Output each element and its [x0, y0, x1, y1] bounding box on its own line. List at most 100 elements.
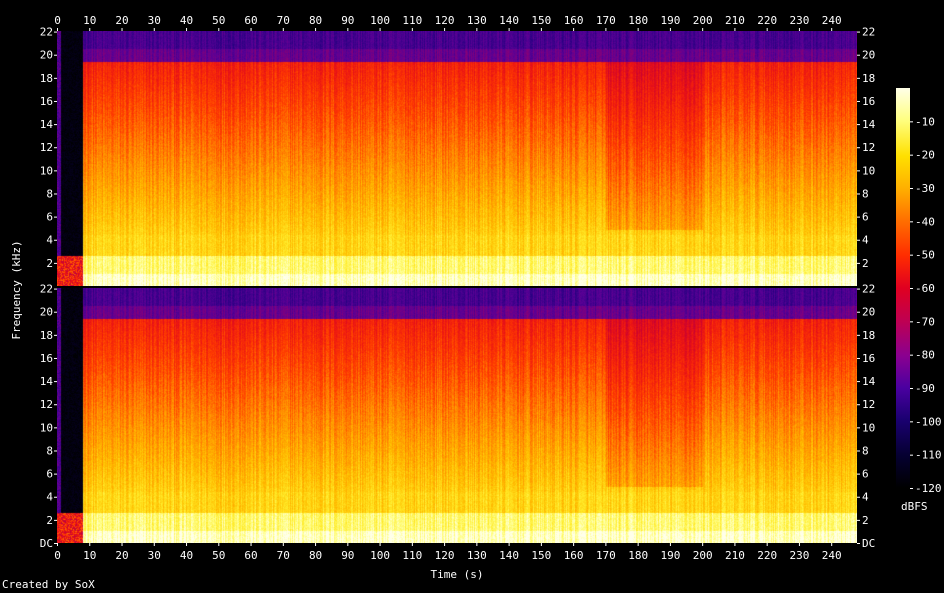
spectrogram-canvas-channel-1 — [57, 31, 857, 286]
x-tick-label-bottom: 130 — [467, 549, 487, 562]
colorbar-tick-label: -10 — [915, 115, 935, 128]
x-tick-label-top: 220 — [757, 14, 777, 27]
colorbar-tick-label: -120 — [915, 482, 942, 495]
x-tick-label-bottom: 200 — [693, 549, 713, 562]
x-tick-label-bottom: 240 — [822, 549, 842, 562]
x-tick-label-top: 200 — [693, 14, 713, 27]
x-tick-label-top: 100 — [370, 14, 390, 27]
y-tick-label-left: 10 — [40, 421, 53, 434]
colorbar-tick-label: -80 — [915, 349, 935, 362]
y-tick-label-left: 18 — [40, 329, 53, 342]
x-tick-label-bottom: 140 — [499, 549, 519, 562]
x-tick-label-top: 80 — [309, 14, 322, 27]
y-tick-label-right: 12 — [862, 398, 875, 411]
colorbar-tick-label: -40 — [915, 215, 935, 228]
x-tick-label-top: 120 — [435, 14, 455, 27]
y-tick-label-right: 10 — [862, 421, 875, 434]
x-axis-top: 0 10 20 30 40 50 60 70 80 90 100 110 120 130 140 150 160… — [54, 14, 842, 31]
x-tick-label-top: 160 — [564, 14, 584, 27]
y-tick-label-left: 12 — [40, 398, 53, 411]
colorbar-tick-label: -90 — [915, 382, 935, 395]
y-tick-label-right: 12 — [862, 141, 875, 154]
x-tick-label-bottom: 70 — [277, 549, 290, 562]
colorbar-axis: -10 -20 -30 -40 -50 -60 -70 -80 -90 -100 -110 -120 — [910, 115, 942, 495]
credit-text: Created by SoX — [2, 578, 95, 591]
y-axis-right: 2 4 6 8 10 12 14 16 18 20 22 DC 2 4 6 8 10 12 14 16 18 20 22 — [857, 26, 876, 550]
y-tick-label-left: 20 — [40, 49, 53, 62]
x-tick-label-top: 30 — [148, 14, 161, 27]
x-tick-label-bottom: 100 — [370, 549, 390, 562]
y-tick-label-right: 6 — [862, 468, 869, 481]
colorbar-unit-label: dBFS — [901, 500, 928, 513]
x-tick-label-top: 230 — [789, 14, 809, 27]
x-tick-label-bottom: 170 — [596, 549, 616, 562]
y-tick-label-right: 20 — [862, 306, 875, 319]
x-tick-label-top: 90 — [341, 14, 354, 27]
x-tick-label-top: 110 — [402, 14, 422, 27]
y-tick-label-right: 4 — [862, 234, 869, 247]
x-tick-label-bottom: 190 — [660, 549, 680, 562]
x-tick-label-bottom: 20 — [115, 549, 128, 562]
x-tick-label-bottom: 110 — [402, 549, 422, 562]
y-tick-label-left: 2 — [46, 514, 53, 527]
y-tick-label-left: 6 — [46, 468, 53, 481]
y-tick-label-right: 4 — [862, 491, 869, 504]
y-tick-label-right: 14 — [862, 375, 876, 388]
x-tick-label-top: 150 — [531, 14, 551, 27]
y-tick-label-left: 8 — [46, 187, 53, 200]
colorbar-tick-label: -70 — [915, 315, 935, 328]
y-tick-label-right: 2 — [862, 514, 869, 527]
x-axis-bottom: 0 10 20 30 40 50 60 70 80 90 100 110 120 130 140 150 160… — [54, 543, 842, 562]
y-tick-label-left: 6 — [46, 211, 53, 224]
y-tick-label-left: 4 — [46, 491, 53, 504]
x-tick-label-bottom: 0 — [54, 549, 61, 562]
x-tick-label-top: 60 — [244, 14, 257, 27]
x-tick-label-bottom: 150 — [531, 549, 551, 562]
x-tick-label-bottom: 160 — [564, 549, 584, 562]
x-tick-label-bottom: 10 — [83, 549, 96, 562]
y-tick-label-left: 2 — [46, 257, 53, 270]
y-tick-label-right: 18 — [862, 72, 875, 85]
x-tick-label-bottom: 180 — [628, 549, 648, 562]
x-tick-label-bottom: 60 — [244, 549, 257, 562]
y-tick-label-left: 8 — [46, 444, 53, 457]
y-tick-label-right: 18 — [862, 329, 875, 342]
y-tick-label-right: 16 — [862, 352, 875, 365]
x-tick-label-top: 130 — [467, 14, 487, 27]
y-tick-label-left: 16 — [40, 95, 53, 108]
x-tick-label-top: 140 — [499, 14, 519, 27]
x-tick-label-top: 10 — [83, 14, 96, 27]
y-tick-label-left: 22 — [40, 283, 53, 296]
y-tick-label-left: 14 — [40, 375, 54, 388]
x-tick-label-top: 40 — [180, 14, 193, 27]
y-tick-label-right: 22 — [862, 26, 875, 39]
y-tick-label-left: 12 — [40, 141, 53, 154]
colorbar — [896, 88, 910, 488]
y-tick-label-left: 18 — [40, 72, 53, 85]
y-tick-label-right: 16 — [862, 95, 875, 108]
y-tick-label-left: 10 — [40, 164, 53, 177]
colorbar-tick-label: -110 — [915, 449, 942, 462]
colorbar-tick-label: -20 — [915, 149, 935, 162]
x-tick-label-top: 70 — [277, 14, 290, 27]
y-tick-label-right: DC — [862, 537, 875, 550]
y-tick-label-left: 4 — [46, 234, 53, 247]
y-tick-label-left: 14 — [40, 118, 54, 131]
x-tick-label-bottom: 40 — [180, 549, 193, 562]
x-tick-label-bottom: 30 — [148, 549, 161, 562]
x-tick-label-top: 170 — [596, 14, 616, 27]
x-tick-label-bottom: 210 — [725, 549, 745, 562]
x-tick-label-top: 240 — [822, 14, 842, 27]
y-tick-label-right: 2 — [862, 257, 869, 270]
x-tick-label-bottom: 50 — [212, 549, 225, 562]
y-axis-left: 2 4 6 8 10 12 14 16 18 20 22 DC 2 4 6 8 10 12 14 16 18 20 22 — [40, 26, 57, 550]
x-tick-label-top: 0 — [54, 14, 61, 27]
x-tick-label-top: 210 — [725, 14, 745, 27]
x-tick-label-bottom: 220 — [757, 549, 777, 562]
x-tick-label-top: 190 — [660, 14, 680, 27]
y-tick-label-left: 20 — [40, 306, 53, 319]
y-tick-label-left: 16 — [40, 352, 53, 365]
x-axis-label: Time (s) — [431, 568, 484, 581]
